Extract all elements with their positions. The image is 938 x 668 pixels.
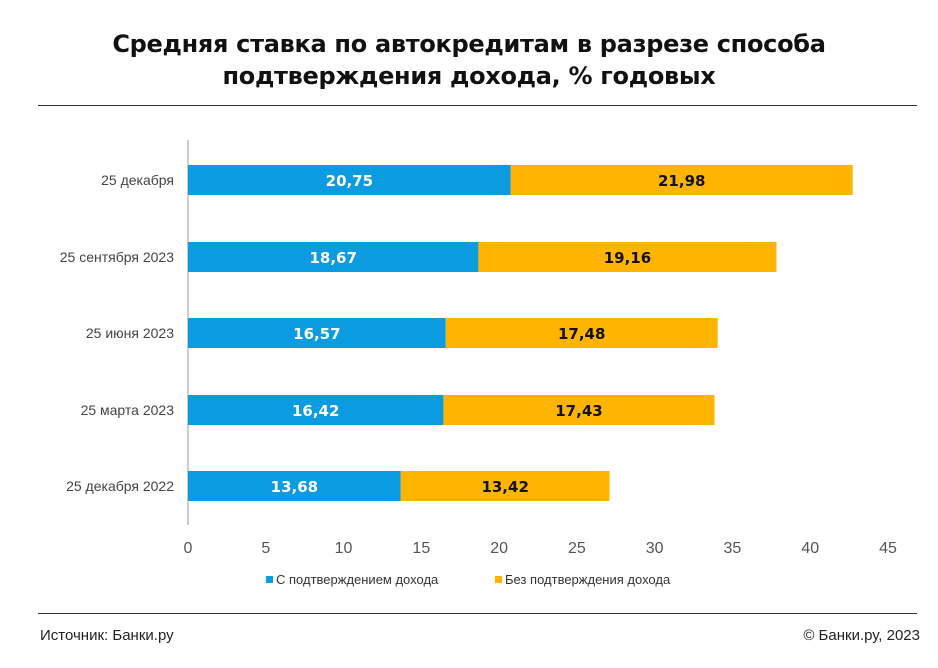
x-tick-label: 25 bbox=[568, 540, 586, 557]
data-label: 13,68 bbox=[271, 478, 318, 496]
data-label: 16,42 bbox=[292, 402, 339, 420]
data-label: 18,67 bbox=[309, 249, 356, 267]
data-label: 13,42 bbox=[481, 478, 528, 496]
bar-segment-with-proof bbox=[188, 471, 401, 501]
x-tick-label: 40 bbox=[801, 540, 819, 557]
data-label: 20,75 bbox=[326, 172, 373, 190]
category-label: 25 декабря bbox=[101, 172, 174, 188]
category-label: 25 декабря 2022 bbox=[66, 478, 174, 494]
category-label: 25 сентября 2023 bbox=[60, 249, 174, 265]
footer-divider bbox=[38, 613, 917, 614]
data-label: 17,48 bbox=[558, 325, 605, 343]
bar-segment-without-proof bbox=[443, 395, 715, 425]
x-tick-label: 15 bbox=[412, 540, 430, 557]
x-tick-label: 45 bbox=[879, 540, 897, 557]
legend-swatch bbox=[266, 576, 273, 583]
legend-label: Без подтверждения дохода bbox=[505, 572, 671, 587]
x-tick-label: 30 bbox=[646, 540, 664, 557]
title-divider bbox=[38, 105, 917, 106]
title-line-2: подтверждения дохода, % годовых bbox=[222, 62, 716, 90]
bar-segment-with-proof bbox=[188, 242, 479, 272]
x-tick-label: 5 bbox=[261, 540, 270, 557]
x-tick-label: 20 bbox=[490, 540, 508, 557]
category-label: 25 июня 2023 bbox=[86, 325, 174, 341]
bar-segment-without-proof bbox=[400, 471, 610, 501]
x-tick-label: 35 bbox=[724, 540, 742, 557]
data-label: 21,98 bbox=[658, 172, 705, 190]
bar-segment-without-proof bbox=[510, 165, 853, 195]
bar-segment-without-proof bbox=[478, 242, 777, 272]
x-tick-label: 0 bbox=[184, 540, 193, 557]
data-label: 19,16 bbox=[604, 249, 651, 267]
source-text: Источник: Банки.ру bbox=[40, 627, 174, 644]
legend-label: С подтверждением дохода bbox=[276, 572, 439, 587]
bar-segment-with-proof bbox=[188, 395, 444, 425]
x-tick-label: 10 bbox=[335, 540, 353, 557]
chart-title: Средняя ставка по автокредитам в разрезе… bbox=[0, 28, 938, 92]
data-label: 17,43 bbox=[555, 402, 602, 420]
stacked-bar-chart: 25 декабря 20,75 21,98 25 сентября 2023 18,6… bbox=[60, 140, 897, 587]
legend-swatch bbox=[495, 576, 502, 583]
bar-segment-with-proof bbox=[188, 318, 446, 348]
bar-segment-with-proof bbox=[188, 165, 511, 195]
bar-segment-without-proof bbox=[445, 318, 718, 348]
title-line-1: Средняя ставка по автокредитам в разрезе… bbox=[112, 30, 826, 58]
data-label: 16,57 bbox=[293, 325, 340, 343]
category-label: 25 марта 2023 bbox=[81, 402, 175, 418]
copyright-text: © Банки.ру, 2023 bbox=[803, 627, 920, 644]
